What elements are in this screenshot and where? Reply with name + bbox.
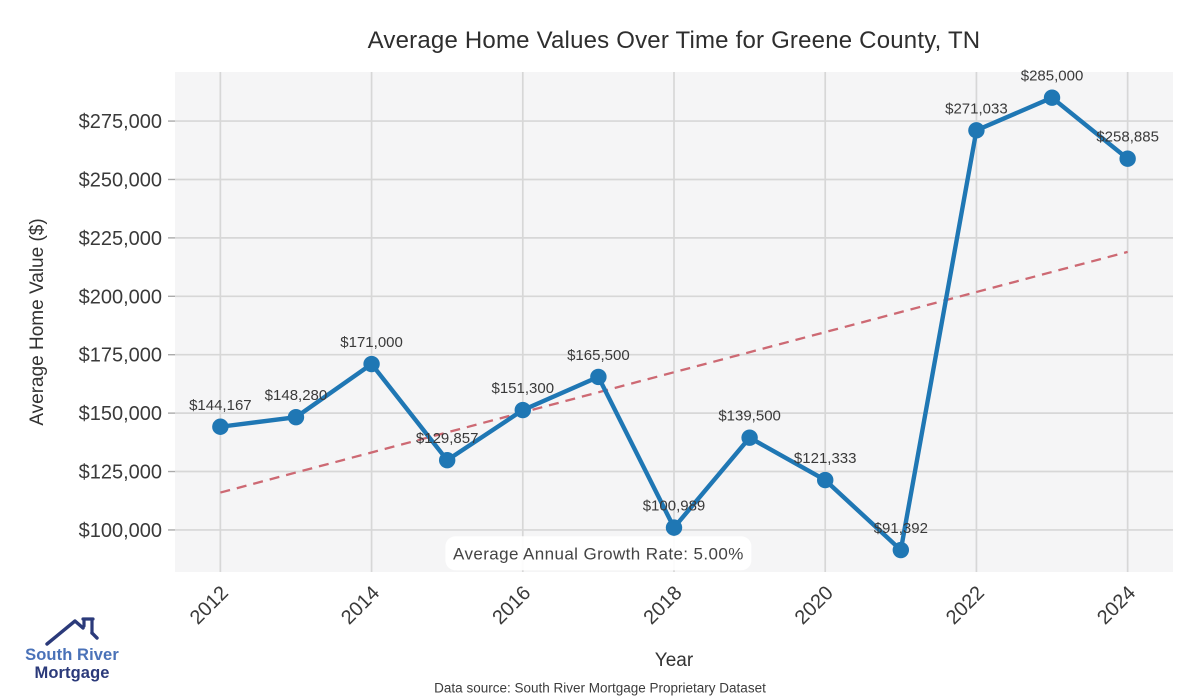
data-point [514, 401, 531, 419]
x-tick-label: 2024 [1093, 582, 1140, 629]
data-point-label: $151,300 [491, 380, 554, 397]
y-tick-label: $200,000 [79, 286, 162, 308]
y-tick-label: $225,000 [79, 228, 162, 250]
x-tick-label: 2012 [186, 582, 233, 629]
data-point-label: $139,500 [718, 408, 781, 425]
data-point [1119, 150, 1136, 167]
x-tick-label: 2020 [791, 582, 838, 629]
data-point-label: $171,000 [340, 334, 403, 351]
data-point-label: $129,857 [416, 430, 479, 447]
y-tick-label: $275,000 [79, 111, 162, 133]
data-point-label: $285,000 [1021, 68, 1084, 85]
x-tick-label: 2016 [488, 582, 535, 629]
data-point-label: $91,392 [874, 520, 928, 537]
data-point [741, 429, 758, 446]
x-tick-label: 2014 [337, 582, 384, 629]
data-point-label: $144,167 [189, 397, 252, 414]
data-point [212, 418, 229, 435]
house-roof-icon [45, 617, 99, 646]
x-axis-title: Year [654, 650, 694, 671]
x-tick-label: 2022 [942, 582, 989, 629]
data-source-note: Data source: South River Mortgage Propri… [434, 680, 766, 696]
chart-title: Average Home Values Over Time for Greene… [367, 27, 981, 54]
logo-text-mortgage: Mortgage [34, 663, 110, 682]
data-point [438, 451, 456, 469]
data-point [665, 519, 683, 536]
growth-rate-annotation-box [445, 536, 752, 571]
y-axis-title: Average Home Value ($) [27, 218, 48, 426]
data-point [590, 368, 607, 386]
x-tick-label: 2018 [640, 582, 687, 629]
trend-line [220, 250, 1128, 494]
data-point-label: $148,280 [265, 387, 328, 404]
y-tick-label: $100,000 [79, 520, 162, 542]
data-point-label: $121,333 [794, 450, 857, 467]
data-point [968, 122, 985, 139]
data-point-label: $271,033 [945, 100, 1008, 117]
data-point [287, 408, 305, 426]
brand-logo: South River Mortgage [14, 616, 130, 681]
logo-text-south-river: South River [25, 646, 119, 664]
y-tick-label: $250,000 [79, 169, 162, 191]
y-tick-label: $125,000 [79, 462, 162, 484]
data-point-label: $100,989 [643, 498, 706, 515]
y-tick-label: $175,000 [79, 345, 162, 367]
data-point [363, 355, 380, 373]
data-point-label: $258,885 [1096, 129, 1159, 146]
data-point-label: $165,500 [567, 347, 630, 364]
data-point [1043, 89, 1061, 106]
y-tick-label: $150,000 [79, 403, 162, 425]
data-point [892, 541, 910, 559]
data-point [817, 471, 834, 489]
growth-rate-annotation: Average Annual Growth Rate: 5.00% [453, 544, 744, 563]
